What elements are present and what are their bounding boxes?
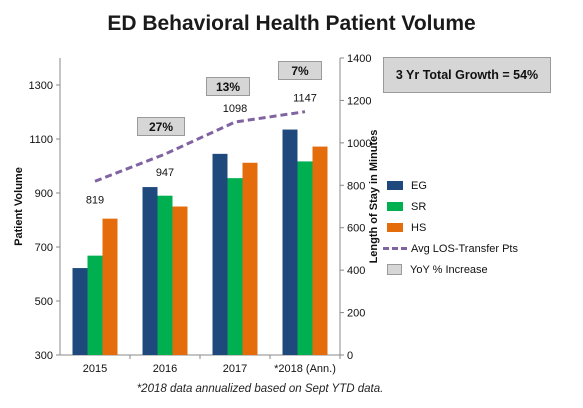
y-tick-label: 500 [35,296,53,308]
legend-label-eg: EG [411,179,427,192]
legend-swatch-yoy [387,264,402,275]
y2-tick-label: 1200 [347,95,371,107]
y-axis-title: Patient Volume [13,167,25,246]
x-tick-label: 2017 [223,363,247,375]
line-avg-los [94,110,306,183]
bar-eg-3 [282,129,298,355]
legend-item-avg-los: Avg LOS-Transfer Pts [383,238,567,259]
legend-item-sr: SR [387,196,567,217]
y2-tick-label: 1400 [347,53,371,65]
legend-label-sr: SR [411,200,427,213]
y2-tick-label: 400 [347,265,365,277]
x-tick-label: 2015 [83,363,107,375]
legend-item-yoy: YoY % Increase [387,259,567,280]
bar-hs-0 [102,218,118,355]
bar-hs-3 [312,146,328,355]
legend-label-avg-los: Avg LOS-Transfer Pts [411,242,518,255]
bar-sr-3 [297,161,313,355]
y2-tick-label: 1000 [347,138,371,150]
bar-sr-1 [157,195,173,355]
chart-legend: EG SR HS Avg LOS-Transfer Pts YoY % Incr… [383,175,567,280]
x-tick-label: *2018 (Ann.) [274,363,336,375]
bar-eg-1 [142,187,158,355]
y-tick-label: 1100 [29,134,53,146]
yoy-label-2017: 13% [206,77,250,96]
y-tick-label: 1300 [29,80,53,92]
bar-eg-2 [212,153,228,355]
x-tick-label: 2016 [153,363,177,375]
yoy-label-2016: 27% [137,117,185,136]
y-tick-label: 900 [35,188,53,200]
data-label-avg-los-1: 947 [156,167,174,179]
legend-swatch-sr [387,202,403,211]
data-label-avg-los-2: 1098 [223,103,247,115]
legend-item-eg: EG [387,175,567,196]
total-growth-box: 3 Yr Total Growth = 54% [383,57,551,93]
legend-swatch-avg-los [383,247,407,250]
legend-label-yoy: YoY % Increase [410,263,488,276]
bar-eg-0 [72,268,88,355]
bar-sr-0 [87,255,103,355]
yoy-label-2018: 7% [278,61,322,80]
chart-title: ED Behavioral Health Patient Volume [107,12,476,35]
data-label-avg-los-0: 819 [86,194,104,206]
bar-hs-2 [242,162,258,355]
legend-swatch-eg [387,181,403,190]
y2-axis-title: Length of Stay in Minutes [368,130,380,264]
y2-tick-label: 200 [347,308,365,320]
legend-item-hs: HS [387,217,567,238]
data-label-avg-los-3: 1147 [293,93,317,105]
bar-hs-1 [172,206,188,355]
chart-footnote: *2018 data annualized based on Sept YTD … [136,383,384,395]
y2-tick-label: 600 [347,223,365,235]
legend-swatch-hs [387,223,403,232]
bar-sr-2 [227,178,243,355]
legend-label-hs: HS [411,221,427,234]
y2-tick-label: 800 [347,180,365,192]
y-tick-label: 700 [35,242,53,254]
y-tick-label: 300 [35,350,53,362]
y2-tick-label: 0 [347,350,353,362]
